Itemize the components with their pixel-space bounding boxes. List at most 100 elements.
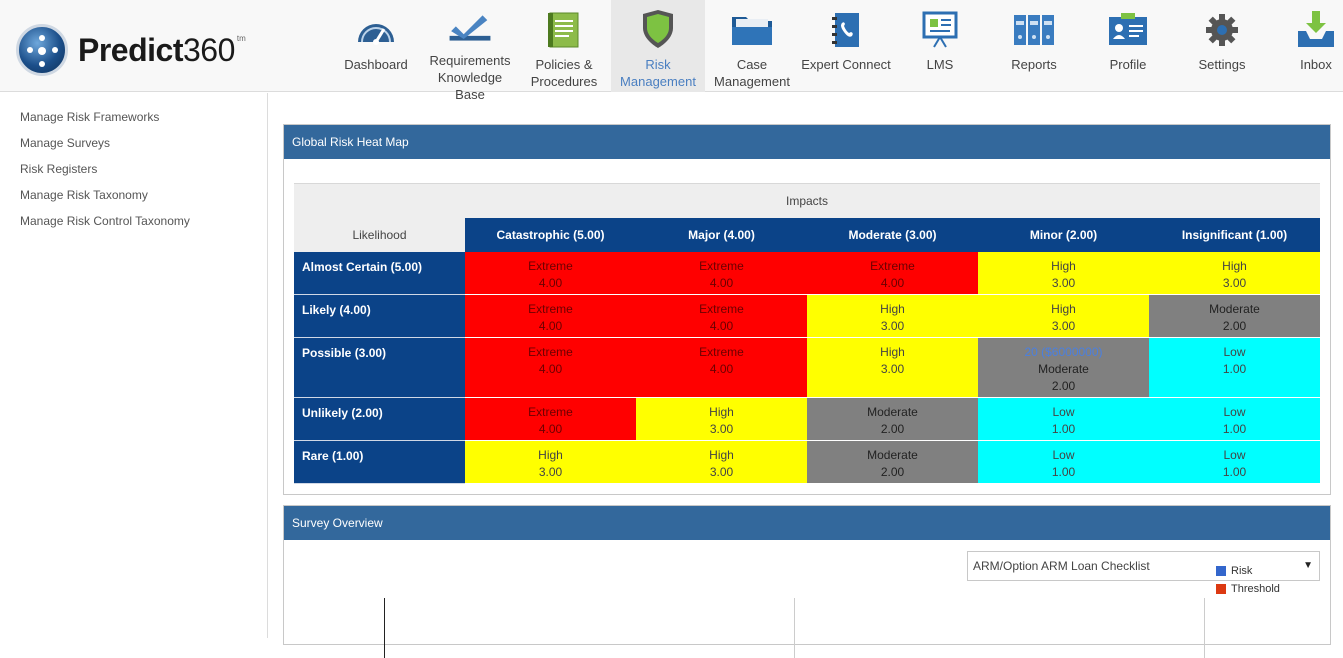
nav-item-dashboard[interactable]: Dashboard bbox=[329, 0, 423, 92]
risk-score-value: 3.00 bbox=[1222, 275, 1247, 290]
nav-item-label: Case Management bbox=[714, 57, 790, 89]
heat-map-cell: Low 1.00 bbox=[1149, 397, 1320, 441]
logo-mark-icon bbox=[16, 24, 68, 76]
heat-map-cell: Moderate 2.00 bbox=[807, 397, 978, 441]
heat-map-cell: Extreme 4.00 bbox=[807, 251, 978, 295]
nav-item-label: Reports bbox=[1011, 57, 1057, 72]
gear-icon bbox=[1200, 10, 1244, 50]
sidebar-item-manage-risk-control-taxonomy[interactable]: Manage Risk Control Taxonomy bbox=[20, 214, 190, 228]
dropdown-arrow-icon: ▼ bbox=[1303, 560, 1313, 571]
risk-score-value: 4.00 bbox=[880, 275, 905, 290]
legend-label: Threshold bbox=[1231, 583, 1280, 595]
risk-level-label: High bbox=[1222, 258, 1247, 273]
heat-map-cell[interactable]: 20 ($6000000) Moderate 2.00 bbox=[978, 337, 1149, 398]
heat-map-cell: High 3.00 bbox=[807, 337, 978, 398]
heat-map-cell: Extreme 4.00 bbox=[465, 251, 636, 295]
risk-score-value: 1.00 bbox=[1222, 422, 1247, 436]
nav-item-case-management[interactable]: Case Management bbox=[705, 0, 799, 92]
risk-level-label: Moderate bbox=[867, 448, 918, 462]
risk-level-label: Moderate bbox=[867, 405, 918, 419]
sidebar-item-manage-risk-taxonomy[interactable]: Manage Risk Taxonomy bbox=[20, 188, 148, 202]
heat-map-panel: Global Risk Heat Map Impacts Likelihood Ca… bbox=[283, 124, 1331, 495]
risk-level-label: High bbox=[1051, 302, 1076, 316]
risk-score-value: 2.00 bbox=[1222, 319, 1247, 333]
impact-column-header: Minor (2.00) bbox=[978, 217, 1149, 252]
risk-level-label: High bbox=[709, 448, 734, 462]
sidebar-item-risk-registers[interactable]: Risk Registers bbox=[20, 162, 98, 176]
heat-map-cell: Low 1.00 bbox=[978, 397, 1149, 441]
binders-icon bbox=[1012, 10, 1056, 50]
sidebar-item-manage-surveys[interactable]: Manage Surveys bbox=[20, 136, 111, 150]
legend-item: Risk bbox=[1216, 562, 1280, 580]
heat-map-cell: Extreme 4.00 bbox=[465, 294, 636, 338]
heat-map-cell: High 3.00 bbox=[978, 294, 1149, 338]
chart-gridline bbox=[794, 598, 795, 658]
predict360-logo[interactable]: Predict360 tm bbox=[16, 24, 246, 76]
id-card-icon bbox=[1106, 10, 1150, 50]
legend-label: Risk bbox=[1231, 565, 1253, 577]
risk-score-value: 3.00 bbox=[880, 319, 905, 333]
risk-score-value: 4.00 bbox=[538, 422, 563, 436]
risk-level-label: Low bbox=[1223, 448, 1246, 462]
heat-map-row: Possible (3.00) Extreme 4.00 Extreme 4.00 Hig… bbox=[294, 337, 1320, 398]
nav-item-settings[interactable]: Settings bbox=[1175, 0, 1269, 92]
nav-item-expert-connect[interactable]: Expert Connect bbox=[799, 0, 893, 92]
main-nav: Dashboard Requirements Knowledge Base Poli… bbox=[329, 0, 1343, 102]
sidebar-item-manage-risk-frameworks[interactable]: Manage Risk Frameworks bbox=[20, 110, 160, 124]
risk-count-link[interactable]: 20 ($6000000) bbox=[1024, 345, 1103, 359]
likelihood-row-header: Rare (1.00) bbox=[294, 440, 465, 484]
risk-score-value: 4.00 bbox=[709, 275, 734, 290]
heat-map-cell: High 3.00 bbox=[807, 294, 978, 338]
impact-column-header: Moderate (3.00) bbox=[807, 217, 978, 252]
chart-gridline bbox=[1204, 598, 1205, 658]
nav-item-label: Expert Connect bbox=[801, 57, 891, 72]
risk-score-value: 2.00 bbox=[1051, 379, 1076, 393]
risk-score-value: 1.00 bbox=[1222, 362, 1247, 376]
nav-item-label: Risk Management bbox=[620, 57, 696, 89]
risk-level-label: Moderate bbox=[1209, 302, 1260, 316]
risk-score-value: 4.00 bbox=[709, 362, 734, 376]
risk-level-label: Extreme bbox=[528, 345, 573, 359]
nav-item-reports[interactable]: Reports bbox=[987, 0, 1081, 92]
risk-score-value: 1.00 bbox=[1222, 465, 1247, 479]
heat-map-cell: Extreme 4.00 bbox=[465, 397, 636, 441]
heat-map-row: Rare (1.00) High 3.00 High 3.00 Moderate 2.00 L… bbox=[294, 440, 1320, 484]
risk-level-label: Low bbox=[1052, 448, 1075, 462]
nav-item-label: Requirements Knowledge Base bbox=[429, 53, 511, 102]
heat-map-cell: Moderate 2.00 bbox=[1149, 294, 1320, 338]
nav-item-lms[interactable]: LMS bbox=[893, 0, 987, 92]
nav-item-label: Policies & Procedures bbox=[530, 57, 598, 89]
likelihood-row-header: Likely (4.00) bbox=[294, 294, 465, 338]
risk-score-value: 1.00 bbox=[1051, 422, 1076, 436]
heat-map-cell: High 3.00 bbox=[465, 440, 636, 484]
document-icon bbox=[542, 10, 586, 50]
risk-level-label: High bbox=[709, 405, 734, 419]
likelihood-row-header: Almost Certain (5.00) bbox=[294, 251, 465, 295]
nav-item-inbox[interactable]: Inbox bbox=[1269, 0, 1343, 92]
risk-level-label: Extreme bbox=[528, 258, 573, 273]
heat-map-cell: Low 1.00 bbox=[1149, 440, 1320, 484]
shield-icon bbox=[636, 10, 680, 50]
heat-map-cell: Low 1.00 bbox=[1149, 337, 1320, 398]
heat-map-cell: Moderate 2.00 bbox=[807, 440, 978, 484]
heat-map-cell: High 3.00 bbox=[636, 440, 807, 484]
legend-swatch bbox=[1216, 566, 1226, 576]
nav-item-risk-management[interactable]: Risk Management bbox=[611, 0, 705, 92]
risk-score-value: 4.00 bbox=[538, 275, 563, 290]
survey-select[interactable]: ARM/Option ARM Loan Checklist ▼ bbox=[967, 551, 1320, 581]
risk-level-label: Low bbox=[1223, 345, 1246, 359]
dashboard-icon bbox=[354, 10, 398, 50]
nav-item-policies-procedures[interactable]: Policies & Procedures bbox=[517, 0, 611, 92]
heat-map-cell: High 3.00 bbox=[1149, 251, 1320, 295]
risk-level-label: Extreme bbox=[699, 345, 744, 359]
nav-item-profile[interactable]: Profile bbox=[1081, 0, 1175, 92]
survey-overview-title: Survey Overview bbox=[284, 506, 1330, 540]
impact-column-header: Major (4.00) bbox=[636, 217, 807, 252]
heat-map-cell: Extreme 4.00 bbox=[465, 337, 636, 398]
risk-level-label: Low bbox=[1052, 405, 1075, 419]
nav-item-requirements-knowledge-base[interactable]: Requirements Knowledge Base bbox=[423, 0, 517, 102]
risk-score-value: 4.00 bbox=[538, 362, 563, 376]
risk-level-label: Moderate bbox=[1038, 362, 1089, 376]
heat-map-cell: High 3.00 bbox=[978, 251, 1149, 295]
risk-level-label: Extreme bbox=[528, 302, 573, 316]
